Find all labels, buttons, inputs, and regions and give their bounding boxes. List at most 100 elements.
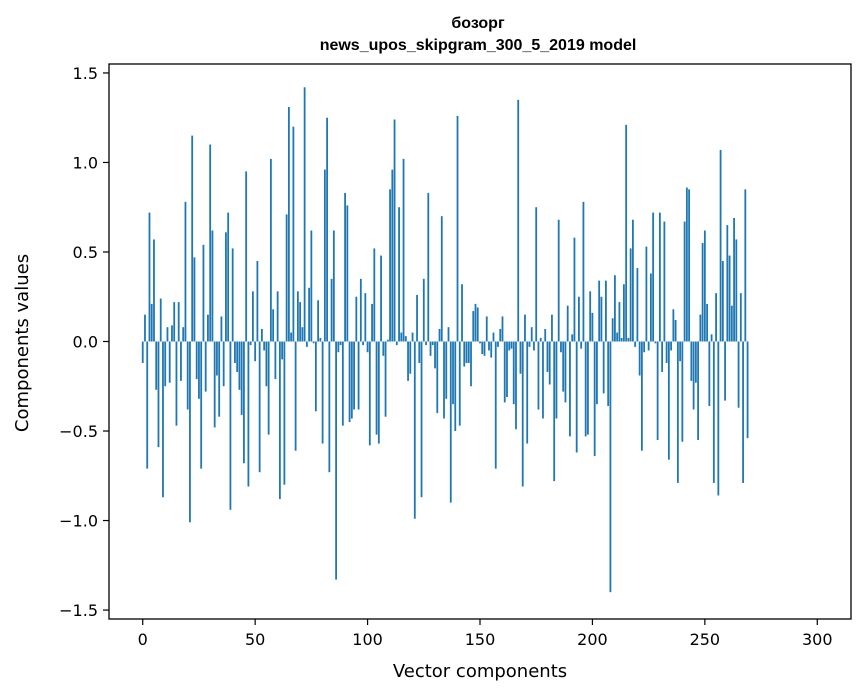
bar-113 [395,341,398,346]
bar-199 [589,291,592,342]
bar-91 [346,205,349,342]
bar-135 [445,341,448,399]
bar-13 [171,325,173,342]
bar-148 [474,303,477,342]
bar-9 [162,341,164,498]
bar-73 [305,341,308,347]
bar-237 [674,320,677,342]
bar-95 [355,296,358,342]
y-axis-ticks: −1.5 −1.0 −0.5 0.0 0.5 1.0 1.5 [59,64,109,620]
bar-17 [180,341,182,381]
bar-169 [521,341,524,487]
bar-48 [249,341,252,346]
bar-234 [667,341,670,460]
bar-90 [344,192,346,342]
bar-63 [283,341,286,485]
bar-100 [366,341,369,353]
bar-109 [386,339,389,342]
bar-141 [458,341,461,426]
bar-269 [746,341,749,439]
bar-208 [609,341,612,593]
bar-134 [443,341,445,419]
bar-24 [195,341,198,380]
bar-250 [703,230,706,342]
bar-249 [701,243,704,342]
bar-16 [177,302,180,342]
bar-21 [189,341,191,523]
bar-215 [625,124,628,342]
y-axis-label: Components values [12,254,33,432]
bar-47 [247,341,250,487]
bar-59 [274,341,277,380]
bar-44 [240,341,243,415]
bar-10 [164,341,167,387]
bar-25 [198,341,200,399]
bar-150 [479,341,481,344]
bar-235 [670,341,673,351]
bar-184 [555,341,558,419]
bar-15 [175,341,178,426]
bar-125 [422,278,425,342]
bar-26 [200,341,203,469]
bar-33 [216,341,218,376]
bar-120 [411,332,414,342]
bar-187 [562,341,565,392]
bar-92 [348,341,351,423]
bar-203 [598,280,601,342]
bar-74 [308,287,311,342]
bar-108 [384,341,387,417]
bar-137 [449,341,452,503]
bar-123 [418,341,421,363]
bar-217 [629,248,632,342]
bar-170 [524,314,526,342]
bar-256 [717,341,720,496]
bar-64 [285,214,288,342]
bar-204 [600,296,603,342]
bar-101 [368,341,371,446]
bar-20 [186,341,189,410]
bar-138 [452,341,454,405]
bar-79 [319,337,322,342]
bar-251 [706,303,708,342]
bar-60 [276,291,279,342]
bar-181 [548,341,551,385]
bar-119 [409,341,412,374]
bar-72 [303,87,306,342]
bar-19 [184,201,187,342]
bar-117 [404,336,407,342]
bar-106 [380,255,382,342]
bar-12 [168,341,171,383]
bar-175 [535,207,538,342]
bar-139 [454,341,457,432]
bar-66 [290,332,293,342]
bar-62 [281,341,284,360]
bar-28 [204,341,207,392]
y-tick-label-2: −0.5 [59,422,98,441]
bar-207 [607,341,610,406]
bar-68 [294,341,297,451]
bar-5 [153,239,155,342]
bar-158 [497,341,499,347]
bar-263 [733,217,735,342]
bar-40 [231,248,234,342]
bar-259 [724,341,726,401]
bar-69 [296,291,299,342]
bar-98 [362,341,364,346]
bar-61 [278,341,281,500]
bar-75 [310,230,313,342]
bar-45 [243,341,245,464]
bar-32 [213,341,216,428]
bar-70 [299,302,302,342]
bar-144 [465,341,468,363]
bar-165 [512,341,515,405]
bar-88 [339,341,342,346]
bar-157 [494,341,497,469]
bar-163 [508,341,511,351]
x-tick-label-200: 200 [577,630,608,649]
bar-1 [144,314,146,342]
chart-subtitle: news_upos_skipgram_300_5_2019 model [320,37,637,54]
bar-37 [225,232,227,342]
bar-195 [580,341,583,349]
bar-102 [371,303,373,342]
